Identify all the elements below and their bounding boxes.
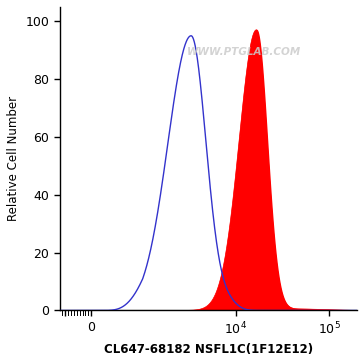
- Text: WWW.PTGLAB.COM: WWW.PTGLAB.COM: [187, 48, 301, 57]
- X-axis label: CL647-68182 NSFL1C(1F12E12): CL647-68182 NSFL1C(1F12E12): [104, 343, 313, 356]
- Y-axis label: Relative Cell Number: Relative Cell Number: [7, 96, 20, 221]
